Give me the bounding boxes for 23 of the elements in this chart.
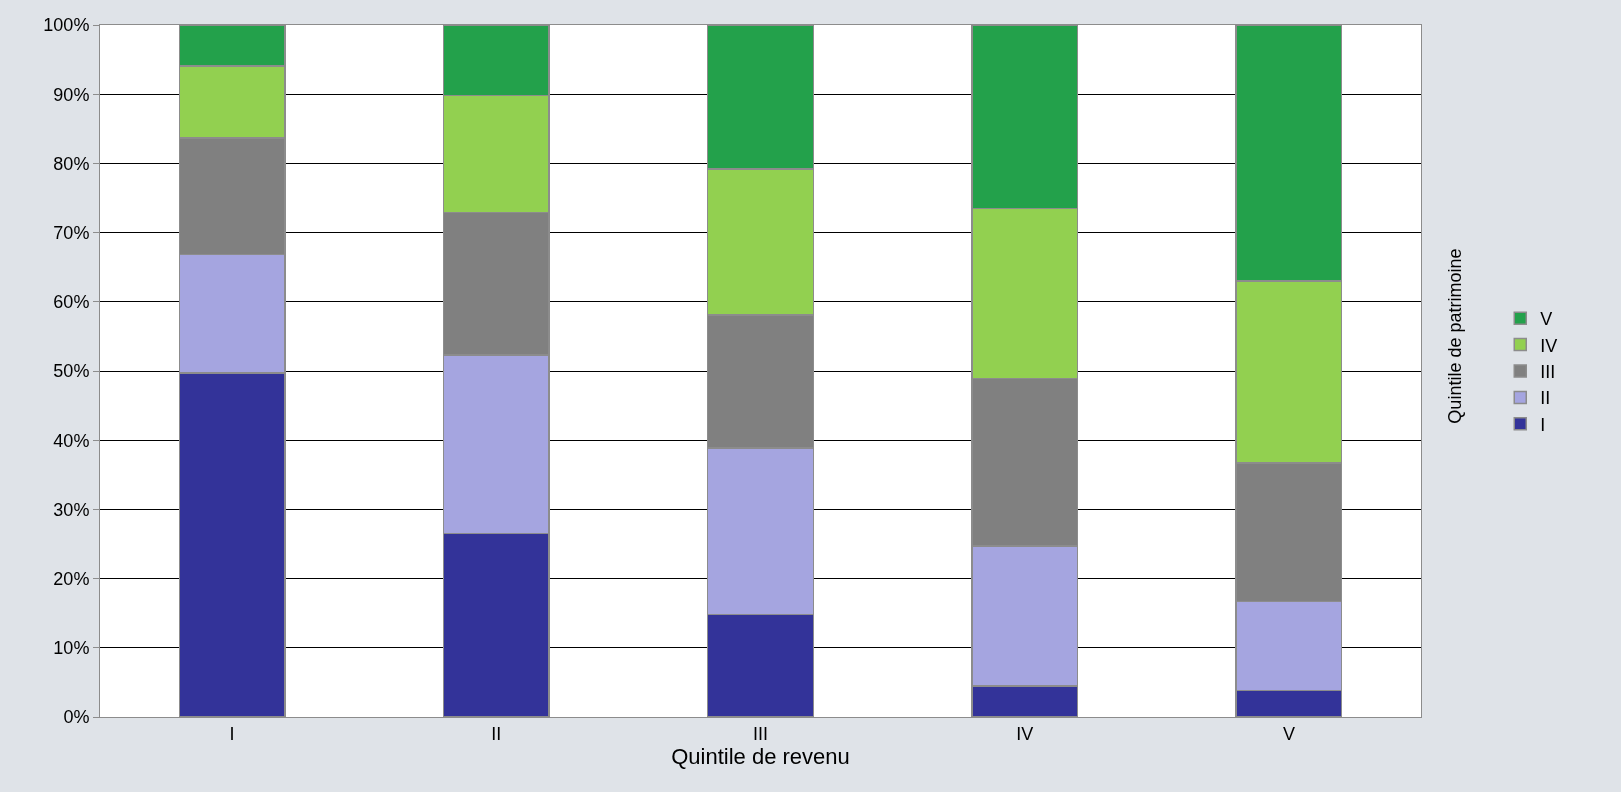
x-tick-label: II [491, 723, 502, 744]
y-tick-label: 80% [53, 153, 90, 174]
x-tick-label: III [752, 723, 769, 744]
y-tick-label: 0% [63, 707, 90, 728]
y-tick-label: 70% [53, 222, 90, 243]
y-tick-label: 30% [53, 499, 90, 520]
y-tick-label: 100% [43, 15, 90, 36]
legend-label: I [1540, 414, 1546, 435]
y-tick-label: 10% [53, 638, 90, 659]
x-tick-label: V [1282, 723, 1295, 744]
y-tick-label: 40% [53, 430, 90, 451]
y-tick-label: 60% [53, 292, 90, 313]
x-tick-label: IV [1016, 723, 1034, 744]
y-tick-label: 50% [53, 361, 90, 382]
legend-label: II [1540, 388, 1551, 409]
legend-label: III [1540, 362, 1556, 383]
x-axis-title: Quintile de revenu [671, 743, 850, 769]
legend-label: V [1540, 309, 1553, 330]
y-tick-label: 90% [53, 84, 90, 105]
y-tick-label: 20% [53, 568, 90, 589]
legend-title: Quintile de patrimoine [1444, 248, 1465, 424]
x-tick-label: I [229, 723, 235, 744]
legend-label: IV [1540, 335, 1558, 356]
